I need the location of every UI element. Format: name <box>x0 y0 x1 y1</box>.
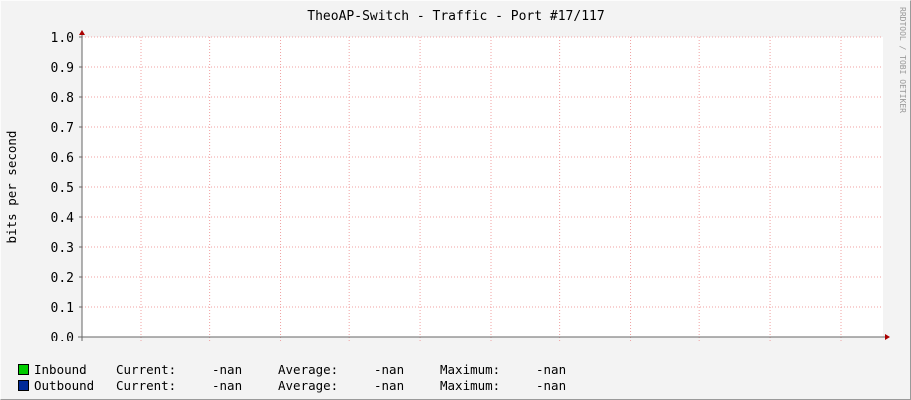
outbound-swatch <box>18 380 29 391</box>
current-value: -nan <box>212 362 243 377</box>
y-tick-label: 0.5 <box>51 181 74 196</box>
y-tick-label: 0.2 <box>51 271 74 286</box>
y-tick-label: 0.0 <box>51 331 74 341</box>
plot-background <box>82 37 883 337</box>
chart-title: TheoAP-Switch - Traffic - Port #17/117 <box>307 9 604 24</box>
y-axis-label: bits per second <box>4 131 19 244</box>
watermark: RRDTOOL / TOBI OETIKER <box>898 7 907 113</box>
inbound-swatch <box>18 364 29 375</box>
maximum-label: Maximum: <box>440 362 501 377</box>
y-tick-label: 0.7 <box>51 121 74 136</box>
average-label: Average: <box>278 362 339 377</box>
current-label: Current: <box>116 362 177 377</box>
average-label: Average: <box>278 378 339 393</box>
y-tick-label: 0.8 <box>51 91 74 106</box>
legend-row-inbound: Inbound Current: -nan Average: -nan Maximum: -… <box>18 362 566 377</box>
y-tick-label: 1.0 <box>51 31 74 46</box>
y-tick-label: 0.6 <box>51 151 74 166</box>
y-tick-label: 0.4 <box>51 211 75 226</box>
average-value: -nan <box>374 362 405 377</box>
legend-name: Outbound <box>34 378 95 393</box>
maximum-label: Maximum: <box>440 378 501 393</box>
x-axis-arrow-icon <box>885 334 890 340</box>
y-tick-label: 0.3 <box>51 241 74 256</box>
average-value: -nan <box>374 378 405 393</box>
chart-area: TheoAP-Switch - Traffic - Port #17/117 b… <box>4 7 907 341</box>
current-value: -nan <box>212 378 243 393</box>
y-tick-label: 0.9 <box>51 61 74 76</box>
current-label: Current: <box>116 378 177 393</box>
y-tick-label: 0.1 <box>51 301 74 316</box>
y-axis-arrow-icon <box>79 30 85 35</box>
legend-row-outbound: Outbound Current: -nan Average: -nan Maximum:… <box>18 378 566 393</box>
maximum-value: -nan <box>536 378 567 393</box>
legend-name: Inbound <box>34 362 87 377</box>
maximum-value: -nan <box>536 362 567 377</box>
